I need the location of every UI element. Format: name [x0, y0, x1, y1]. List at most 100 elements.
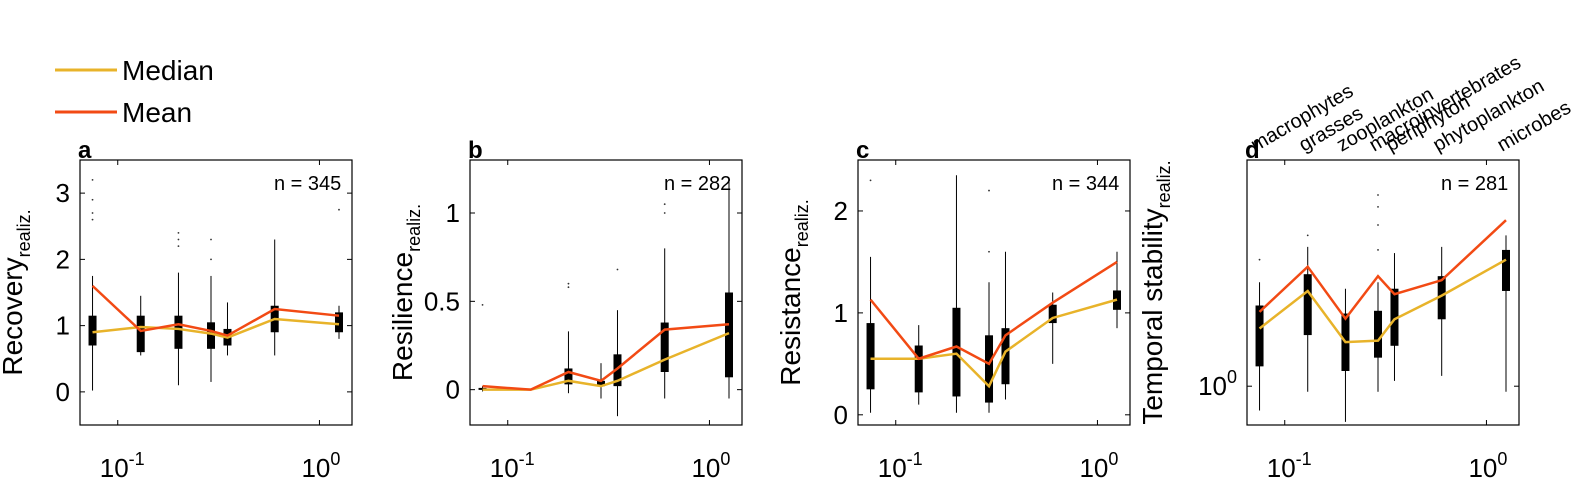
box-outlier [869, 179, 872, 182]
panel-b: 0 0.5 1 10-1 100 Resiliencerealiz. b n = 282 [387, 137, 743, 483]
y-tick-exponent: 0 [1227, 367, 1237, 387]
panel-letter: d [1245, 137, 1260, 164]
axes-frame [1246, 159, 1520, 426]
y-tick-label: 100 [1198, 367, 1237, 401]
box-outlier [177, 231, 180, 234]
y-tick-label: 0 [834, 400, 848, 430]
box-outlier [567, 286, 570, 289]
box-body [1374, 310, 1383, 358]
box-body [136, 315, 145, 353]
box-body [985, 335, 994, 403]
sample-size-label: n = 281 [1441, 173, 1508, 195]
x-tick-label: 10-1 [100, 449, 145, 483]
box-outlier [616, 268, 619, 271]
y-tick-label: 2 [834, 196, 848, 226]
mean-line [482, 323, 730, 391]
panel-letter: b [468, 137, 483, 164]
y-axis-label: Resistancerealiz. [775, 199, 812, 386]
box-outlier [567, 282, 570, 285]
box-outlier [177, 238, 180, 241]
box-outlier [1377, 249, 1379, 251]
x-tick-label: 10-1 [1267, 449, 1312, 483]
y-axis-label: Recoveryrealiz. [0, 209, 34, 375]
box-outlier [1377, 224, 1379, 226]
box-body [1501, 249, 1510, 291]
y-axis-label-subscript: realiz. [14, 209, 34, 257]
y-tick-label: 0 [446, 375, 460, 405]
axes-frame [79, 159, 353, 426]
box-body [660, 322, 669, 372]
sample-size-label: n = 345 [274, 173, 341, 195]
sample-size-label: n = 344 [1052, 173, 1119, 195]
box-body [88, 315, 97, 346]
box-body [174, 315, 183, 349]
panel-letter: c [856, 137, 869, 164]
box-body [207, 322, 216, 349]
panel-letter: a [78, 137, 92, 164]
box-body [1255, 305, 1264, 367]
box-body [952, 307, 961, 397]
x-tick-label: 100 [1468, 449, 1507, 483]
x-tick-label: 10-1 [490, 449, 535, 483]
x-tick-exponent: -1 [519, 449, 535, 469]
y-tick-label: 1 [446, 198, 460, 228]
box-body [1303, 274, 1312, 336]
panel-c: 0 1 2 10-1 100 Resistancerealiz. c n = 344 [775, 137, 1131, 483]
y-tick-label: 0.5 [424, 286, 460, 316]
box-body [564, 368, 573, 385]
box-outlier [91, 218, 94, 221]
legend: Median Mean [55, 55, 214, 128]
box-outlier [1258, 258, 1261, 261]
y-axis-label-subscript: realiz. [792, 199, 812, 247]
median-line [1258, 258, 1507, 344]
mean-line [91, 284, 340, 337]
box-outlier [1306, 234, 1309, 237]
box-outlier [91, 212, 94, 214]
x-tick-exponent: -1 [129, 449, 145, 469]
x-tick-label: 100 [301, 449, 340, 483]
median-line [92, 317, 340, 339]
y-tick-label: 3 [56, 178, 70, 208]
box-outlier [210, 258, 212, 261]
y-axis-label: Resiliencerealiz. [387, 204, 424, 381]
box-body [724, 292, 733, 378]
box-outlier [177, 245, 180, 248]
box-outlier [663, 212, 666, 214]
x-tick-exponent: 0 [330, 449, 340, 469]
box-body [866, 323, 875, 390]
x-tick-label: 100 [691, 449, 730, 483]
box-body [597, 380, 606, 387]
x-tick-exponent: 0 [1497, 449, 1507, 469]
mean-line [869, 260, 1118, 366]
axes-frame [469, 159, 743, 426]
box-body [334, 312, 343, 333]
y-tick-label: 2 [56, 244, 70, 274]
median-line [482, 331, 730, 391]
panel-a: 0 1 2 3 10-1 100 Recoveryrealiz. a n = 345 [0, 137, 353, 483]
x-tick-exponent: 0 [720, 449, 730, 469]
x-tick-label: 100 [1079, 449, 1118, 483]
box-outlier [210, 238, 212, 241]
mean-line [1258, 219, 1507, 321]
y-tick-label: 1 [56, 311, 70, 341]
legend-median-label: Median [122, 55, 214, 86]
box-outlier [481, 303, 484, 306]
sample-size-label: n = 282 [664, 173, 731, 195]
x-tick-exponent: -1 [1296, 449, 1312, 469]
box-body [914, 345, 923, 393]
x-tick-exponent: -1 [907, 449, 923, 469]
box-outlier [91, 178, 94, 181]
x-tick-exponent: 0 [1108, 449, 1118, 469]
median-line [870, 298, 1118, 389]
box-outlier [91, 198, 94, 201]
box-body [1001, 328, 1010, 385]
y-tick-label: 1 [834, 298, 848, 328]
box-outlier [988, 189, 990, 192]
y-tick-label: 0 [56, 377, 70, 407]
box-body [613, 354, 622, 387]
box-body [1048, 304, 1057, 324]
y-axis-label-subscript: realiz. [404, 204, 424, 252]
box-outlier [988, 250, 990, 253]
box-outlier [1377, 205, 1379, 208]
